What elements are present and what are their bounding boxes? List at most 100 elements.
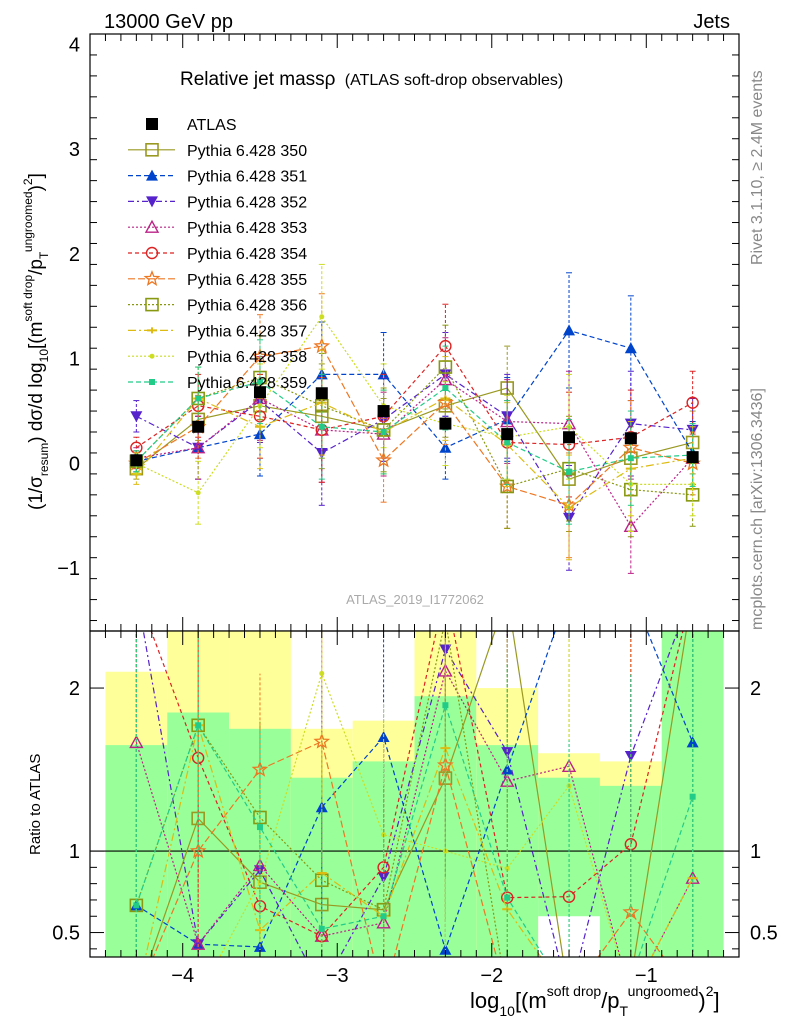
ratio-point	[689, 793, 696, 800]
series-line	[135, 366, 693, 496]
ratio-y-tick-label-left: 0.5	[52, 923, 80, 945]
main-y-axis-label: (1/σresum) dσ/d log10[(msoft drop/pTungr…	[21, 173, 51, 510]
legend-entry: Pythia 6.428 353	[128, 219, 307, 237]
series-point	[195, 490, 201, 496]
series-point	[251, 347, 269, 364]
legend-entry: Pythia 6.428 358	[128, 349, 307, 366]
main-y-tick-label: −1	[57, 558, 80, 580]
ratio-y-tick-label-right: 0.5	[750, 923, 778, 945]
x-tick-label: −3	[326, 965, 349, 987]
legend-label: Pythia 6.428 356	[187, 298, 307, 315]
data-point	[130, 454, 143, 467]
ratio-point	[501, 891, 514, 904]
analysis-watermark: ATLAS_2019_I1772062	[346, 592, 484, 607]
legend-marker	[146, 169, 158, 181]
ratio-line	[142, 631, 679, 957]
legend-label: ATLAS	[187, 117, 237, 134]
series-line	[136, 345, 693, 506]
ratio-y-tick-label-left: 2	[69, 678, 80, 700]
main-y-tick-label: 3	[69, 139, 80, 161]
chart-title-symbol: ρ	[325, 69, 336, 90]
legend-label: Pythia 6.428 357	[187, 323, 307, 340]
legend-entry: ATLAS	[146, 117, 237, 134]
main-y-tick-label: 2	[69, 244, 80, 266]
legend-marker	[145, 246, 159, 260]
legend-marker	[145, 297, 159, 312]
x-tick-label: −4	[171, 965, 194, 987]
series-line	[136, 315, 693, 494]
legend-label: Pythia 6.428 355	[187, 272, 307, 289]
series-point	[439, 441, 452, 453]
x-tick-label: −2	[480, 965, 503, 987]
series-10	[133, 339, 696, 525]
series-line	[135, 397, 693, 509]
series-point	[504, 439, 511, 446]
legend-marker	[147, 327, 157, 334]
series-point	[624, 342, 637, 354]
mcplots-label: mcplots.cern.ch [arXiv:1306.3436]	[749, 388, 766, 630]
data-series	[130, 386, 699, 467]
data-point	[377, 405, 390, 418]
legend-marker	[146, 118, 158, 130]
ratio-point	[442, 702, 449, 709]
legend-label: Pythia 6.428 351	[187, 169, 307, 186]
legend: ATLAS Pythia 6.428 350 Pythia 6.428 351 Pyt…	[128, 117, 307, 392]
legend-entry: Pythia 6.428 359	[128, 375, 307, 392]
ratio-line	[136, 631, 694, 952]
ratio-line	[135, 631, 502, 957]
ratio-series-10	[133, 631, 696, 957]
legend-entry: Pythia 6.428 352	[128, 194, 307, 211]
main-y-tick-label: 4	[69, 34, 80, 56]
chart-title: Relative jet massρ (ATLAS soft-drop obse…	[180, 69, 563, 90]
main-y-tick-label: 1	[69, 349, 80, 371]
ratio-point	[501, 747, 514, 759]
ratio-point	[319, 670, 325, 676]
ratio-point	[376, 915, 391, 929]
x-axis-label: log10[(msoft drop/pTungroomed)2]	[470, 983, 720, 1019]
series-point	[686, 396, 699, 409]
legend-entry: Pythia 6.428 354	[128, 246, 307, 263]
ratio-line	[135, 669, 694, 957]
ratio-point	[256, 824, 263, 831]
series-point	[442, 385, 449, 392]
chart-title-sub: (ATLAS soft-drop observables)	[345, 72, 563, 89]
ratio-point	[504, 866, 510, 872]
series-point	[627, 455, 634, 462]
main-y-tick-label: 0	[69, 453, 80, 475]
ratio-line	[144, 722, 694, 957]
legend-label: Pythia 6.428 352	[187, 194, 307, 211]
series-3	[130, 332, 699, 571]
rivet-version-label: Rivet 3.1.10, ≥ 2.4M events	[749, 70, 766, 265]
series-point	[566, 468, 573, 475]
legend-entry: Pythia 6.428 356	[128, 298, 307, 315]
ratio-point	[133, 902, 140, 909]
legend-label: Pythia 6.428 359	[187, 375, 307, 392]
ratio-y-tick-label-right: 1	[750, 841, 761, 863]
chart-title-main: Relative jet mass	[180, 69, 325, 90]
legend-label: Pythia 6.428 354	[187, 246, 307, 263]
series-point	[318, 423, 325, 430]
ratio-point	[129, 734, 144, 749]
legend-entry: Pythia 6.428 355	[128, 270, 307, 289]
ratio-point	[380, 913, 387, 920]
series-point	[380, 429, 387, 435]
legend-marker	[145, 143, 159, 157]
legend-label: Pythia 6.428 353	[187, 220, 307, 237]
series-line	[136, 345, 693, 449]
ratio-y-tick-label-left: 1	[69, 841, 80, 863]
series-line	[136, 373, 693, 520]
series-point	[436, 393, 454, 410]
data-point	[624, 432, 637, 445]
ratio-line	[150, 631, 684, 937]
series-1	[129, 345, 700, 532]
series-line	[136, 329, 694, 462]
data-point	[501, 428, 514, 441]
series-point	[563, 324, 576, 336]
ratio-line	[135, 703, 694, 957]
ratio-point	[504, 894, 511, 901]
data-point	[563, 431, 576, 444]
ratio-y-axis-label: Ratio to ATLAS	[27, 754, 44, 855]
series-point	[256, 378, 263, 385]
data-point	[253, 386, 266, 399]
